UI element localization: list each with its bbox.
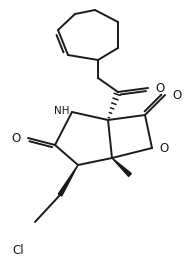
Text: O: O xyxy=(159,142,168,155)
Text: O: O xyxy=(155,81,164,95)
Polygon shape xyxy=(58,165,78,196)
Text: Cl: Cl xyxy=(12,244,24,257)
Text: O: O xyxy=(12,131,21,145)
Polygon shape xyxy=(112,158,131,177)
Text: O: O xyxy=(172,88,181,101)
Text: NH: NH xyxy=(54,106,70,116)
